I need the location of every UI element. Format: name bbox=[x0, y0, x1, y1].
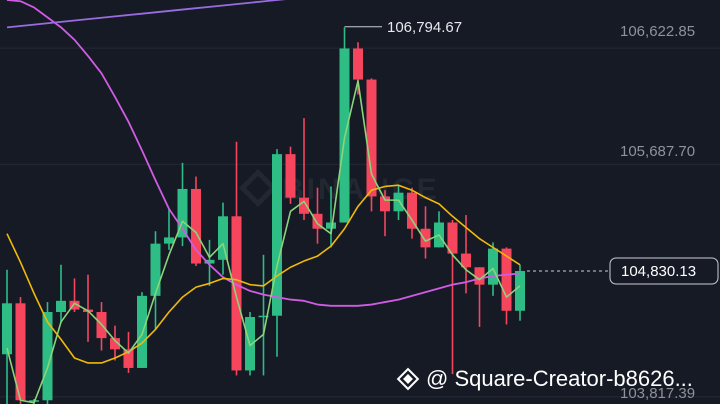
candle-body bbox=[380, 196, 390, 212]
candle-body bbox=[204, 259, 215, 264]
candle-up bbox=[258, 254, 269, 376]
candle-body bbox=[56, 300, 66, 313]
candle-body bbox=[488, 248, 498, 285]
candle-body bbox=[177, 188, 188, 238]
candle-body bbox=[353, 48, 363, 80]
candle-down bbox=[420, 206, 431, 259]
last-price-label: 104,830.13 bbox=[621, 263, 696, 280]
candle-body bbox=[272, 154, 282, 316]
candle-body bbox=[285, 154, 296, 198]
candle-body bbox=[326, 222, 336, 229]
binance-logo-icon bbox=[396, 367, 420, 391]
candle-body bbox=[2, 303, 12, 355]
candle-body bbox=[218, 216, 228, 260]
price-tick-label: 105,687.70 bbox=[620, 143, 695, 160]
candle-body bbox=[420, 228, 431, 248]
candle-body bbox=[312, 213, 323, 229]
ma-long-line bbox=[6, 0, 286, 29]
candle-up bbox=[218, 202, 228, 275]
candle-down bbox=[501, 247, 512, 325]
candle-up bbox=[137, 292, 147, 368]
candle-down bbox=[110, 325, 120, 361]
candle-up bbox=[272, 149, 282, 357]
candle-body bbox=[447, 222, 458, 254]
candle-down bbox=[96, 302, 107, 351]
candle-up bbox=[164, 208, 174, 250]
candle-body bbox=[258, 315, 269, 318]
candle-body bbox=[366, 79, 377, 197]
candle-up bbox=[56, 264, 66, 324]
candle-body bbox=[15, 303, 26, 401]
price-tick-label: 106,622.85 bbox=[620, 23, 695, 40]
candle-down bbox=[474, 267, 485, 327]
candle-body bbox=[191, 188, 201, 264]
candle-body bbox=[123, 349, 134, 368]
candle-up bbox=[177, 162, 188, 247]
candle-up bbox=[42, 302, 53, 404]
credit-text: @ Square-Creator-b8626... bbox=[426, 366, 693, 391]
last-price-tag: 104,830.13 bbox=[609, 257, 719, 285]
candle-down bbox=[353, 42, 363, 95]
candle-down bbox=[407, 187, 417, 239]
candle-up bbox=[150, 231, 161, 330]
candle-body bbox=[42, 312, 53, 401]
candle-down bbox=[380, 190, 390, 237]
candle-down bbox=[285, 146, 296, 204]
ma-fast-line bbox=[6, 80, 521, 404]
candle-down bbox=[15, 297, 26, 404]
candle-down bbox=[366, 78, 377, 212]
candle-up bbox=[393, 185, 404, 221]
candle-body bbox=[150, 243, 161, 296]
candle-body bbox=[69, 300, 80, 310]
candle-down bbox=[231, 141, 242, 376]
candle-down bbox=[69, 278, 80, 313]
candle-body bbox=[474, 267, 485, 285]
ma-slow-line bbox=[6, 0, 521, 307]
candle-up bbox=[204, 239, 215, 286]
candle-body bbox=[515, 270, 525, 311]
ma-mid-line bbox=[6, 184, 521, 364]
candle-body bbox=[231, 216, 242, 371]
candle-down bbox=[447, 220, 458, 375]
candle-body bbox=[501, 248, 512, 311]
candle-body bbox=[110, 338, 120, 350]
high-marker-label: 106,794.67 bbox=[387, 19, 462, 36]
candle-body bbox=[164, 237, 174, 244]
candle-body bbox=[393, 192, 404, 212]
candle-body bbox=[407, 192, 417, 229]
candle-up bbox=[434, 211, 444, 248]
candle-body bbox=[461, 253, 471, 268]
candle-down bbox=[299, 118, 309, 221]
candle-down bbox=[312, 187, 323, 244]
candle-body bbox=[299, 197, 309, 214]
price-tick-label: 103,817.39 bbox=[620, 385, 695, 402]
candle-up bbox=[2, 269, 12, 404]
credit-watermark: @ Square-Creator-b8626... bbox=[396, 364, 693, 394]
candle-up bbox=[326, 186, 336, 248]
